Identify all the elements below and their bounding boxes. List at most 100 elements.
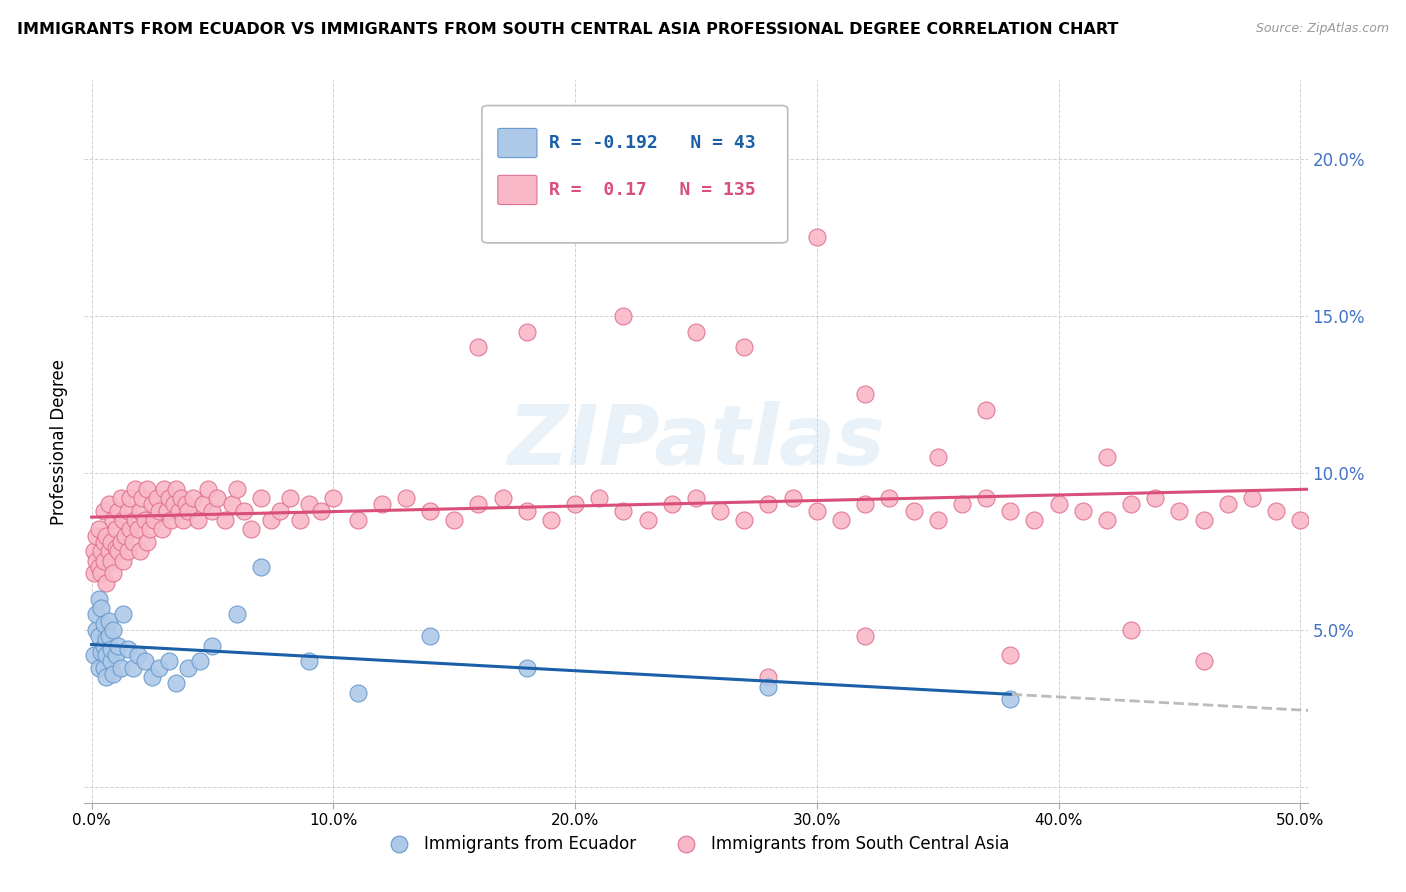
Point [974,491,997,505]
Text: ZIPatlas: ZIPatlas [508,401,884,482]
Point [97,497,120,511]
Point [163,497,186,511]
Point [86,607,108,622]
Point [121,535,143,549]
Point [124,513,146,527]
Point [87,523,110,537]
Y-axis label: Professional Degree: Professional Degree [51,359,69,524]
Point [974,403,997,417]
Point [94,632,117,647]
Point [853,629,876,643]
Point [110,491,132,505]
Legend: Immigrants from Ecuador, Immigrants from South Central Asia: Immigrants from Ecuador, Immigrants from… [375,828,1017,860]
Point [346,513,368,527]
Point [97,629,120,643]
Point [733,513,755,527]
Point [134,513,156,527]
Point [181,491,204,505]
Point [157,655,180,669]
Point [112,513,135,527]
FancyBboxPatch shape [498,176,537,204]
Point [83,544,105,558]
Point [136,535,159,549]
Point [201,503,224,517]
Point [94,529,117,543]
Point [370,497,392,511]
Point [121,661,143,675]
Point [97,544,120,558]
Point [564,183,586,197]
Point [1000,503,1022,517]
Point [177,503,200,517]
Point [225,482,247,496]
Point [927,513,949,527]
Point [207,491,229,505]
Point [148,503,170,517]
Point [100,554,122,568]
Point [214,513,236,527]
Point [288,513,311,527]
Point [491,491,513,505]
Point [110,661,132,675]
Point [564,497,586,511]
Point [107,503,129,517]
Point [588,491,610,505]
Point [165,676,187,690]
Point [191,497,214,511]
Point [950,497,973,511]
Point [170,491,193,505]
Point [806,503,828,517]
Point [322,491,344,505]
Point [112,607,135,622]
Point [143,513,166,527]
Point [87,661,110,675]
Point [117,503,139,517]
Point [612,503,634,517]
Point [90,601,112,615]
Point [104,541,127,556]
Point [100,655,122,669]
Point [1047,497,1070,511]
Point [1000,692,1022,706]
Point [516,661,538,675]
Point [138,523,160,537]
Point [129,503,152,517]
Point [927,450,949,465]
Point [830,513,852,527]
Point [100,535,122,549]
Point [103,513,125,527]
Point [117,544,139,558]
Point [86,554,108,568]
Point [298,655,321,669]
Point [1216,497,1239,511]
Point [685,325,707,339]
Point [93,661,115,675]
Point [160,513,183,527]
Point [153,482,176,496]
Point [120,491,142,505]
Point [225,607,247,622]
Point [278,491,301,505]
Point [540,513,562,527]
Point [1144,491,1167,505]
Point [97,614,120,628]
Point [93,535,115,549]
Point [127,523,149,537]
Point [86,529,108,543]
Point [93,554,115,568]
Point [93,616,115,631]
Point [103,566,125,581]
Point [107,639,129,653]
Point [259,513,281,527]
Point [120,523,142,537]
Point [661,497,683,511]
Point [90,544,112,558]
Point [1119,623,1142,637]
FancyBboxPatch shape [482,105,787,243]
Point [419,629,441,643]
Point [395,491,418,505]
Point [853,497,876,511]
Point [187,513,209,527]
Point [83,648,105,662]
Point [1192,655,1215,669]
